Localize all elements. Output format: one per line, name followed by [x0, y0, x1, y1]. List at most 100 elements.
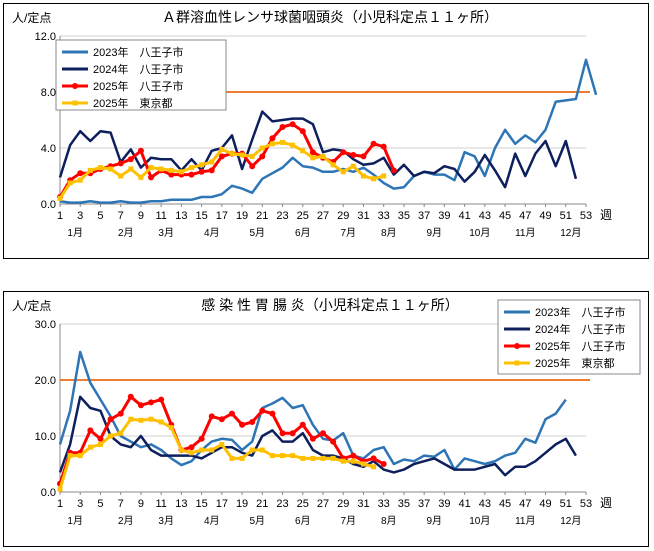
data-point: [67, 453, 73, 459]
data-point: [188, 444, 195, 451]
x-axis-label: 週: [600, 208, 612, 222]
data-point: [259, 153, 266, 160]
data-point: [371, 176, 377, 182]
data-point: [117, 160, 124, 167]
x-tick-label: 13: [175, 210, 187, 222]
y-tick-label: 4.0: [41, 143, 56, 155]
x-tick-label: 41: [458, 210, 470, 222]
x-tick-label: 45: [499, 210, 511, 222]
y-tick-label: 10.0: [35, 431, 56, 443]
data-point: [57, 195, 63, 201]
x-tick-label: 7: [118, 498, 124, 510]
data-point: [370, 455, 377, 462]
data-point: [380, 143, 387, 150]
x-tick-label: 39: [438, 210, 450, 222]
data-point: [148, 174, 155, 181]
data-point: [350, 152, 357, 158]
data-point: [360, 461, 366, 467]
x-tick-label: 25: [297, 210, 309, 222]
data-point: [279, 124, 286, 130]
legend-label: 2023年 八王子市: [535, 305, 625, 319]
data-point: [77, 453, 83, 459]
month-label: 10月: [469, 227, 490, 239]
data-point: [189, 450, 194, 456]
data-point: [158, 166, 164, 172]
data-point: [309, 435, 316, 442]
data-point: [108, 433, 114, 439]
data-point: [269, 453, 275, 459]
data-point: [198, 435, 205, 442]
data-point: [219, 146, 225, 152]
x-tick-label: 11: [155, 210, 166, 222]
data-point: [300, 148, 306, 154]
x-tick-label: 35: [398, 210, 410, 222]
legend-label: 2025年 八王子市: [93, 79, 183, 93]
data-point: [259, 407, 266, 414]
month-label: 1月: [67, 227, 83, 239]
month-label: 9月: [426, 515, 442, 527]
y-axis-label: 人/定点: [12, 298, 51, 313]
data-point: [77, 170, 84, 177]
month-label: 10月: [469, 515, 490, 527]
data-point: [117, 410, 124, 417]
data-point: [137, 402, 144, 409]
data-point: [107, 416, 114, 423]
month-label: 4月: [204, 227, 220, 239]
data-point: [249, 153, 255, 159]
series-line: [58, 122, 396, 198]
data-point: [350, 452, 357, 459]
x-tick-label: 3: [77, 498, 83, 510]
x-tick-label: 21: [256, 210, 268, 222]
x-tick-label: 19: [236, 498, 248, 510]
data-point: [380, 461, 387, 467]
x-tick-label: 27: [317, 210, 329, 222]
data-point: [198, 168, 205, 175]
x-tick-label: 51: [560, 210, 572, 222]
x-tick-label: 37: [418, 210, 430, 222]
data-point: [299, 421, 306, 428]
data-point: [229, 151, 235, 157]
chart-panel-strep: Ａ群溶血性レンサ球菌咽頭炎（小児科定点１１ヶ所） 人/定点 0.0 4.0 8.0 12.…: [3, 3, 649, 259]
x-tick-label: 37: [418, 498, 430, 510]
data-point: [280, 453, 286, 459]
data-point: [218, 153, 225, 160]
data-point: [199, 447, 205, 453]
month-label: 3月: [158, 515, 174, 527]
month-label: 8月: [381, 227, 397, 239]
chart-panel-gastro: 感 染 性 胃 腸 炎（小児科定点１１ヶ所） 人/定点 0.0 10.0 20.0 30.…: [3, 291, 649, 547]
data-point: [67, 180, 73, 186]
x-tick-label: 5: [97, 210, 103, 222]
series-line: [58, 395, 577, 477]
data-point: [279, 430, 286, 437]
y-tick-label: 20.0: [35, 375, 56, 387]
chart-title: 感 染 性 胃 腸 炎（小児科定点１１ヶ所）: [201, 297, 458, 313]
x-tick-label: 17: [216, 498, 228, 510]
data-point: [249, 163, 256, 170]
data-point: [228, 410, 235, 417]
month-label: 1月: [67, 515, 83, 527]
data-point: [371, 464, 377, 470]
x-tick-label: 5: [97, 498, 103, 510]
x-tick-label: 11: [155, 498, 166, 510]
data-point: [158, 419, 164, 425]
month-label: 12月: [560, 227, 581, 239]
data-point: [168, 425, 174, 431]
data-point: [138, 417, 144, 423]
data-point: [189, 165, 194, 171]
x-tick-label: 39: [438, 498, 450, 510]
x-tick-label: 33: [378, 210, 390, 222]
data-point: [158, 396, 165, 403]
data-point: [199, 162, 205, 168]
data-point: [239, 455, 245, 461]
legend-label: 2024年 八王子市: [535, 322, 625, 336]
x-tick-label: 23: [276, 210, 288, 222]
data-point: [118, 173, 124, 179]
x-axis-label: 週: [600, 496, 612, 510]
data-point: [77, 177, 83, 183]
x-tick-label: 17: [216, 210, 228, 222]
x-tick-label: 49: [539, 498, 551, 510]
x-tick-label: 45: [499, 498, 511, 510]
data-point: [330, 455, 336, 461]
series-line: [59, 58, 598, 204]
legend-label: 2025年 八王子市: [535, 339, 625, 353]
